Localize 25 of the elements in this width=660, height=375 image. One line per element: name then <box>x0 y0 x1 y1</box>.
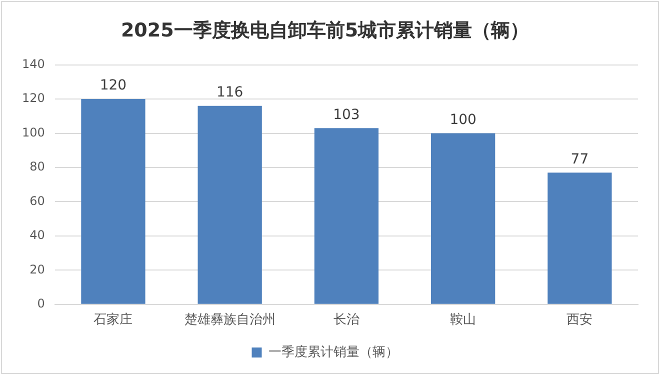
y-tick-label: 140 <box>22 56 45 71</box>
data-label: 120 <box>100 78 127 94</box>
bar <box>81 99 146 304</box>
data-label: 116 <box>216 84 244 101</box>
x-tick-label: 楚雄彝族自治州 <box>184 312 276 328</box>
x-tick-label: 鞍山 <box>450 312 476 328</box>
x-tick-label: 西安 <box>566 312 593 328</box>
bar <box>314 128 379 304</box>
y-tick-label: 20 <box>30 262 45 276</box>
data-label: 100 <box>450 112 476 128</box>
chart-title: 2025一季度换电自卸车前5城市累计销量（辆） <box>120 19 530 42</box>
bar <box>548 172 612 304</box>
legend-label: 一季度累计销量（辆） <box>268 344 398 360</box>
x-tick-label: 石家庄 <box>94 312 133 328</box>
bar <box>198 106 262 304</box>
y-tick-label: 120 <box>22 91 45 106</box>
y-tick-label: 0 <box>37 296 45 311</box>
bar <box>431 133 496 304</box>
y-tick-label: 40 <box>30 228 45 242</box>
data-label: 77 <box>570 151 589 168</box>
y-tick-label: 80 <box>30 160 45 174</box>
y-tick-label: 100 <box>22 125 45 140</box>
y-tick-label: 60 <box>30 194 45 208</box>
x-tick-label: 长治 <box>333 312 360 328</box>
data-label: 103 <box>333 106 360 123</box>
